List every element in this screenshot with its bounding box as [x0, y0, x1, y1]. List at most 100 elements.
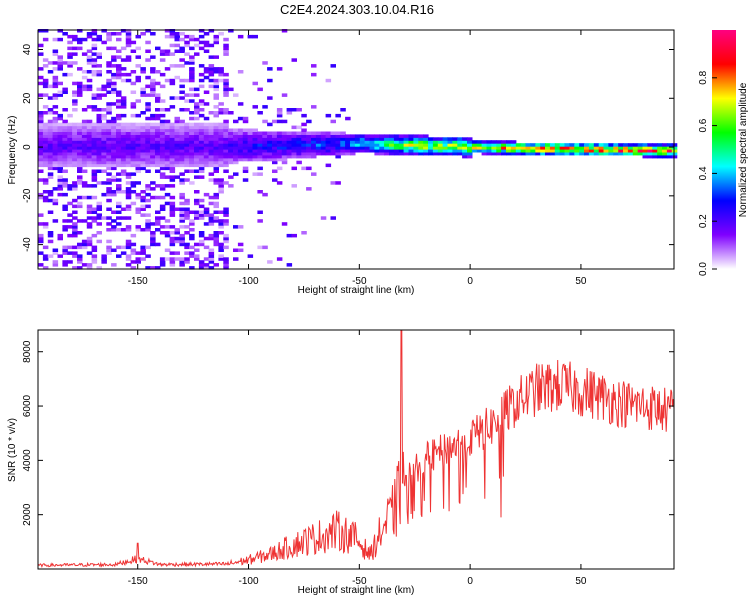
spectrogram-cell: [135, 137, 141, 141]
spectrogram-cell: [52, 125, 59, 130]
spectrogram-cell: [350, 137, 356, 141]
spectrogram-cell: [208, 178, 215, 182]
spectrogram-cell: [228, 146, 234, 150]
spectrogram-cell: [194, 151, 200, 156]
spectrogram-cell: [198, 231, 205, 235]
spectrogram-cell: [169, 146, 176, 150]
spectrogram-cell: [42, 146, 49, 150]
spectrogram-cell: [510, 140, 517, 144]
spectrogram-cell: [213, 263, 219, 267]
spectrogram-cell: [42, 225, 49, 229]
spectrogram-cell: [150, 131, 156, 135]
spectrogram-cell: [42, 131, 49, 135]
spectrogram-cell: [203, 207, 210, 211]
spectrogram-cell: [62, 248, 68, 252]
spectrogram-cell: [91, 163, 98, 168]
spectrogram-cell: [657, 149, 663, 153]
spectrogram-cell: [106, 90, 112, 94]
spectrogram-cell: [184, 207, 190, 211]
spectrogram-cell: [111, 119, 117, 124]
spectrogram-cell: [208, 128, 215, 132]
spectrogram-cell: [354, 134, 361, 138]
spectrogram-cell: [91, 184, 98, 188]
spectrogram-cell: [67, 137, 73, 141]
spectrogram-cell: [47, 61, 54, 65]
spectrogram-cell: [164, 122, 171, 127]
spectrogram-cell: [198, 216, 205, 220]
spectrogram-cell: [184, 257, 190, 261]
spectrogram-cell: [120, 146, 127, 150]
spectrogram-cell: [72, 216, 78, 220]
spectrogram-cell: [198, 198, 205, 203]
spectrogram-cell: [96, 96, 102, 100]
spectrogram-cell: [106, 146, 112, 150]
spectrogram-cell: [169, 125, 176, 130]
spectrogram-cell: [101, 131, 107, 135]
spectrogram-cell: [169, 178, 176, 182]
spectrogram-cell: [374, 137, 380, 141]
spectrogram-cell: [208, 254, 215, 258]
spectrogram-cell: [106, 140, 112, 144]
spectrogram-cell: [111, 125, 117, 130]
spectrogram-cell: [228, 154, 234, 159]
spectrogram-cell: [603, 143, 609, 147]
spectrogram-cell: [96, 128, 102, 132]
spectrogram-cell: [403, 143, 410, 147]
spectrogram-cell: [335, 131, 341, 135]
spectrogram-cell: [101, 254, 107, 258]
spectrogram-cell: [262, 140, 268, 144]
spectrogram-cell: [666, 146, 673, 150]
spectrogram-cell: [86, 160, 93, 165]
spectrogram-cell: [101, 125, 107, 130]
spectrogram-cell: [111, 137, 117, 141]
spectrogram-cell: [120, 151, 127, 156]
spectrogram-cell: [213, 131, 219, 135]
spectrogram-cell: [198, 210, 205, 214]
spectrogram-cell: [184, 146, 190, 150]
spectrogram-cell: [198, 260, 205, 264]
spectrogram-cell: [223, 43, 229, 48]
spectrogram-cell: [130, 149, 137, 153]
spectrogram-cell: [57, 93, 63, 97]
spectrogram-cell: [38, 233, 44, 238]
spectrogram-cell: [559, 143, 566, 147]
spectrogram-cell: [330, 64, 336, 68]
spectrogram-cell: [481, 140, 488, 144]
spectrogram-cell: [203, 67, 210, 71]
spectrogram-cell: [301, 151, 307, 156]
spectrogram-cell: [208, 172, 215, 176]
spectrogram-cell: [130, 125, 137, 130]
spectrogram-cell: [77, 84, 83, 89]
spectrogram-cell: [135, 125, 141, 130]
spectrogram-cell: [106, 70, 112, 74]
spectrogram-cell: [452, 137, 458, 141]
spectrogram-cell: [340, 143, 346, 147]
spectrogram-cell: [135, 134, 141, 138]
spectrogram-cell: [106, 143, 112, 147]
spectrogram-cell: [38, 116, 44, 121]
spectrogram-cell: [62, 207, 68, 211]
spectrogram-cell: [135, 157, 141, 162]
spectrogram-cell: [159, 225, 166, 229]
spectrogram-cell: [457, 149, 463, 153]
spectrogram-cell: [194, 169, 200, 173]
spectrogram-cell: [237, 134, 244, 138]
spectrogram-cell: [262, 192, 268, 197]
spectrogram-cell: [96, 108, 102, 112]
spectrogram-cell: [96, 169, 102, 173]
spectrogram-cell: [72, 108, 78, 112]
spectrogram-cell: [135, 46, 141, 51]
spectrogram-cell: [189, 58, 195, 62]
spectrogram-cell: [198, 125, 205, 130]
spectrogram-cell: [598, 146, 605, 150]
spectrogram-cell: [164, 175, 171, 179]
spectrogram-cell: [62, 140, 68, 144]
spectrogram-cell: [194, 131, 200, 135]
spectrogram-cell: [311, 131, 317, 135]
spectrogram-cell: [42, 245, 49, 250]
spectrogram-cell: [237, 131, 244, 135]
spectrogram-cell: [671, 151, 678, 156]
spectrogram-cell: [62, 181, 68, 185]
spectrogram-cell: [233, 119, 239, 124]
spectrogram-cell: [301, 140, 307, 144]
